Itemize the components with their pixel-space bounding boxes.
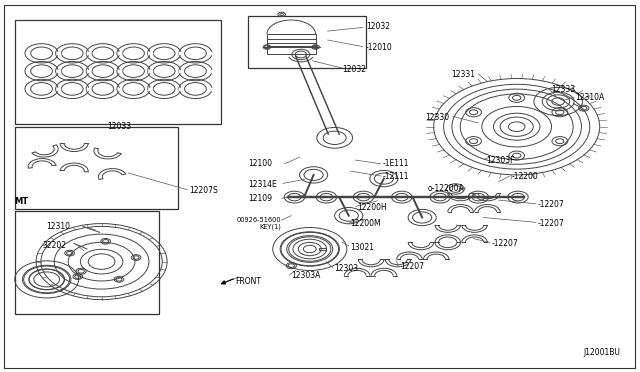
Text: 12303A: 12303A: [291, 271, 321, 280]
Bar: [319, 247, 326, 250]
Text: 12207S: 12207S: [189, 186, 218, 195]
Text: 13021: 13021: [351, 243, 374, 251]
Bar: [248, 16, 366, 68]
Text: FRONT: FRONT: [236, 277, 262, 286]
Text: 12310A: 12310A: [575, 93, 605, 102]
Text: -12207: -12207: [491, 239, 518, 248]
Text: -12010: -12010: [366, 42, 393, 51]
Text: J12001BU: J12001BU: [583, 348, 620, 357]
Bar: [15, 211, 159, 314]
Text: 00926-51600: 00926-51600: [237, 217, 282, 223]
Text: 12331: 12331: [452, 70, 476, 79]
Text: 12303: 12303: [334, 264, 358, 273]
Text: 12100: 12100: [248, 159, 273, 168]
Text: 12032: 12032: [366, 22, 390, 31]
Text: 12310: 12310: [47, 222, 70, 231]
Bar: [267, 34, 316, 54]
Text: 12314E: 12314E: [248, 180, 277, 189]
Text: 32202: 32202: [42, 241, 66, 250]
Text: 12207: 12207: [400, 262, 424, 271]
Text: 12200H: 12200H: [357, 203, 387, 212]
Bar: [15, 127, 178, 209]
Text: 12033: 12033: [107, 122, 131, 131]
Text: 12200M: 12200M: [350, 219, 381, 228]
Text: -12111: -12111: [383, 172, 409, 181]
Text: KEY(1): KEY(1): [260, 224, 282, 230]
Text: -1E111: -1E111: [383, 159, 409, 168]
Text: o-12200A: o-12200A: [428, 184, 464, 193]
Text: 12330: 12330: [426, 113, 449, 122]
Bar: [15, 20, 221, 124]
Text: 12333: 12333: [551, 85, 575, 94]
Text: 12303F: 12303F: [486, 156, 515, 165]
Text: 12032: 12032: [342, 65, 366, 74]
Text: 12109: 12109: [248, 195, 273, 203]
Text: -12207: -12207: [537, 219, 564, 228]
Text: MT: MT: [15, 197, 29, 206]
Text: -12200: -12200: [511, 172, 538, 181]
Text: -12207: -12207: [537, 200, 564, 209]
